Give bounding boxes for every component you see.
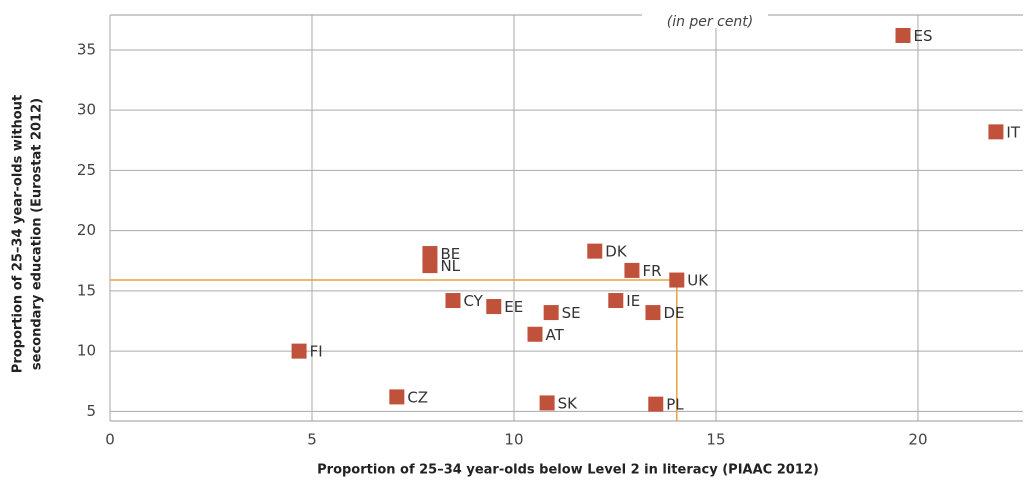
annotation: (in per cent) xyxy=(667,14,754,30)
x-tick-label: 5 xyxy=(307,431,317,449)
point xyxy=(445,293,461,309)
x-axis-title: Proportion of 25–34 year-olds below Leve… xyxy=(317,463,819,478)
point xyxy=(486,299,502,315)
point-label: FI xyxy=(310,343,323,361)
point xyxy=(624,262,640,278)
point-label: CZ xyxy=(407,388,428,406)
point-label: CY xyxy=(463,292,483,310)
point-label: SK xyxy=(558,394,579,412)
point-label: SE xyxy=(562,304,581,322)
point xyxy=(895,27,911,43)
point-label: IE xyxy=(626,292,640,310)
y-axis-title: Proportion of 25–34 year-olds without se… xyxy=(11,95,45,373)
point-label: BE xyxy=(440,245,460,263)
point xyxy=(539,395,555,411)
point-label: IT xyxy=(1006,123,1020,141)
y-tick-label: 30 xyxy=(77,101,96,119)
x-tick-label: 10 xyxy=(504,431,523,449)
point xyxy=(988,124,1004,140)
point xyxy=(527,326,543,342)
point-label: DK xyxy=(605,243,628,261)
y-axis-title-line: Proportion of 25–34 year-olds without xyxy=(11,95,26,373)
y-tick-label: 35 xyxy=(77,40,96,58)
point xyxy=(608,293,624,309)
point-label: PL xyxy=(666,396,684,414)
point xyxy=(422,246,438,262)
point-label: DE xyxy=(663,304,684,322)
y-tick-label: 20 xyxy=(77,221,96,239)
point xyxy=(587,243,603,259)
point xyxy=(422,258,438,274)
point xyxy=(648,396,664,412)
x-tick-label: 20 xyxy=(908,431,927,449)
point xyxy=(645,305,661,321)
point-label: UK xyxy=(687,272,709,290)
point xyxy=(669,272,685,288)
point xyxy=(291,343,307,359)
y-tick-label: 25 xyxy=(77,161,96,179)
x-tick-label: 15 xyxy=(706,431,725,449)
y-tick-label: 5 xyxy=(86,402,96,420)
point-label: EE xyxy=(504,298,523,316)
point xyxy=(389,389,405,405)
point-label: ES xyxy=(914,27,933,45)
y-axis-title-line: secondary education (Eurostat 2012) xyxy=(30,98,45,370)
point xyxy=(543,305,559,321)
y-tick-label: 10 xyxy=(77,342,96,360)
x-tick-label: 0 xyxy=(105,431,115,449)
point-label: NL xyxy=(440,257,460,275)
y-tick-label: 15 xyxy=(77,281,96,299)
point-label: AT xyxy=(545,326,564,344)
point-label: FR xyxy=(642,262,661,280)
annotation-box xyxy=(642,4,768,28)
